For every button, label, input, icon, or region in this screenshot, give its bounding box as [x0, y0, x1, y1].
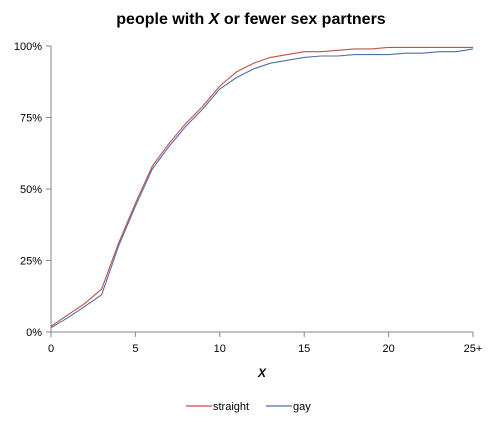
- x-tick-label: 15: [298, 343, 310, 355]
- y-tick-label: 0%: [26, 327, 42, 339]
- legend: straight gay: [186, 401, 311, 413]
- x-tick-label: 10: [214, 343, 226, 355]
- y-axis: 0% 25% 50% 75% 100%: [14, 41, 52, 339]
- y-tick-label: 50%: [20, 184, 42, 196]
- x-axis-label: X: [257, 366, 267, 380]
- x-tick-label: 0: [48, 343, 54, 355]
- chart-title-suffix: or fewer sex partners: [219, 11, 385, 28]
- y-tick-label: 100%: [14, 41, 42, 53]
- chart-title-prefix: people with: [116, 11, 208, 28]
- series-line-gay: [50, 48, 474, 329]
- series-group: [50, 46, 474, 329]
- chart-title-variable: X: [208, 11, 221, 28]
- legend-label: gay: [293, 401, 311, 413]
- series-line-straight: [50, 46, 473, 327]
- legend-label: straight: [213, 401, 249, 413]
- x-tick-label: 5: [132, 343, 138, 355]
- x-axis: 0 5 10 15 20 25+: [48, 331, 483, 355]
- legend-item-gay: gay: [266, 401, 311, 413]
- x-tick-label: 20: [382, 343, 394, 355]
- chart-title: people with X or fewer sex partners: [116, 11, 386, 28]
- y-tick-label: 75%: [20, 113, 42, 125]
- y-tick-label: 25%: [20, 256, 42, 268]
- x-tick-label: 25+: [464, 343, 483, 355]
- legend-item-straight: straight: [186, 401, 249, 413]
